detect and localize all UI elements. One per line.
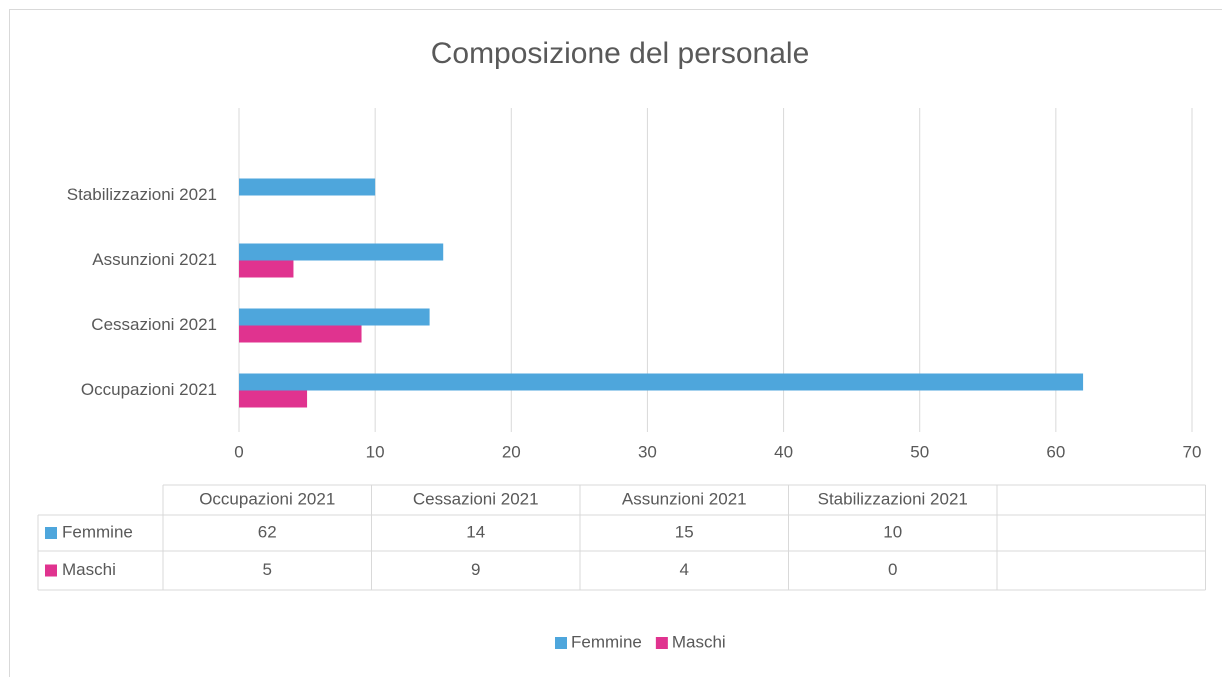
bar — [239, 243, 444, 261]
y-tick-label: Occupazioni 2021 — [81, 380, 217, 399]
table-cell: 9 — [471, 560, 480, 579]
x-tick-label: 40 — [774, 442, 793, 461]
table-cell: 14 — [466, 522, 485, 541]
table-legend-key — [45, 527, 57, 539]
bar — [239, 325, 362, 343]
x-tick-label: 50 — [910, 442, 929, 461]
legend-key — [655, 637, 668, 649]
table-header: Stabilizzazioni 2021 — [818, 489, 968, 508]
table-row-label: Femmine — [62, 522, 133, 541]
bar — [239, 260, 294, 278]
x-tick-label: 60 — [1046, 442, 1065, 461]
x-tick-label: 0 — [234, 442, 243, 461]
x-tick-label: 10 — [366, 442, 385, 461]
table-cell: 4 — [680, 560, 689, 579]
bar — [239, 373, 1084, 391]
y-tick-label: Stabilizzazioni 2021 — [67, 185, 217, 204]
table-cell: 0 — [888, 560, 897, 579]
table-cell: 62 — [258, 522, 277, 541]
x-tick-label: 70 — [1183, 442, 1202, 461]
chart-title: Composizione del personale — [431, 37, 810, 70]
bar — [239, 178, 376, 196]
table-header: Cessazioni 2021 — [413, 489, 539, 508]
table-cell: 15 — [675, 522, 694, 541]
legend-key — [555, 637, 567, 649]
table-row-label: Maschi — [62, 560, 116, 579]
bar — [239, 390, 308, 408]
table-header: Assunzioni 2021 — [622, 489, 747, 508]
table-cell: 5 — [263, 560, 272, 579]
x-tick-label: 20 — [502, 442, 521, 461]
legend-label: Femmine — [571, 632, 642, 651]
table-header: Occupazioni 2021 — [199, 489, 335, 508]
bar — [239, 308, 430, 326]
chart-border — [9, 9, 1222, 677]
y-tick-label: Cessazioni 2021 — [91, 315, 217, 334]
y-tick-label: Assunzioni 2021 — [92, 250, 217, 269]
legend-label: Maschi — [672, 632, 726, 651]
x-tick-label: 30 — [638, 442, 657, 461]
table-legend-key — [45, 564, 57, 577]
table-cell: 10 — [883, 522, 902, 541]
